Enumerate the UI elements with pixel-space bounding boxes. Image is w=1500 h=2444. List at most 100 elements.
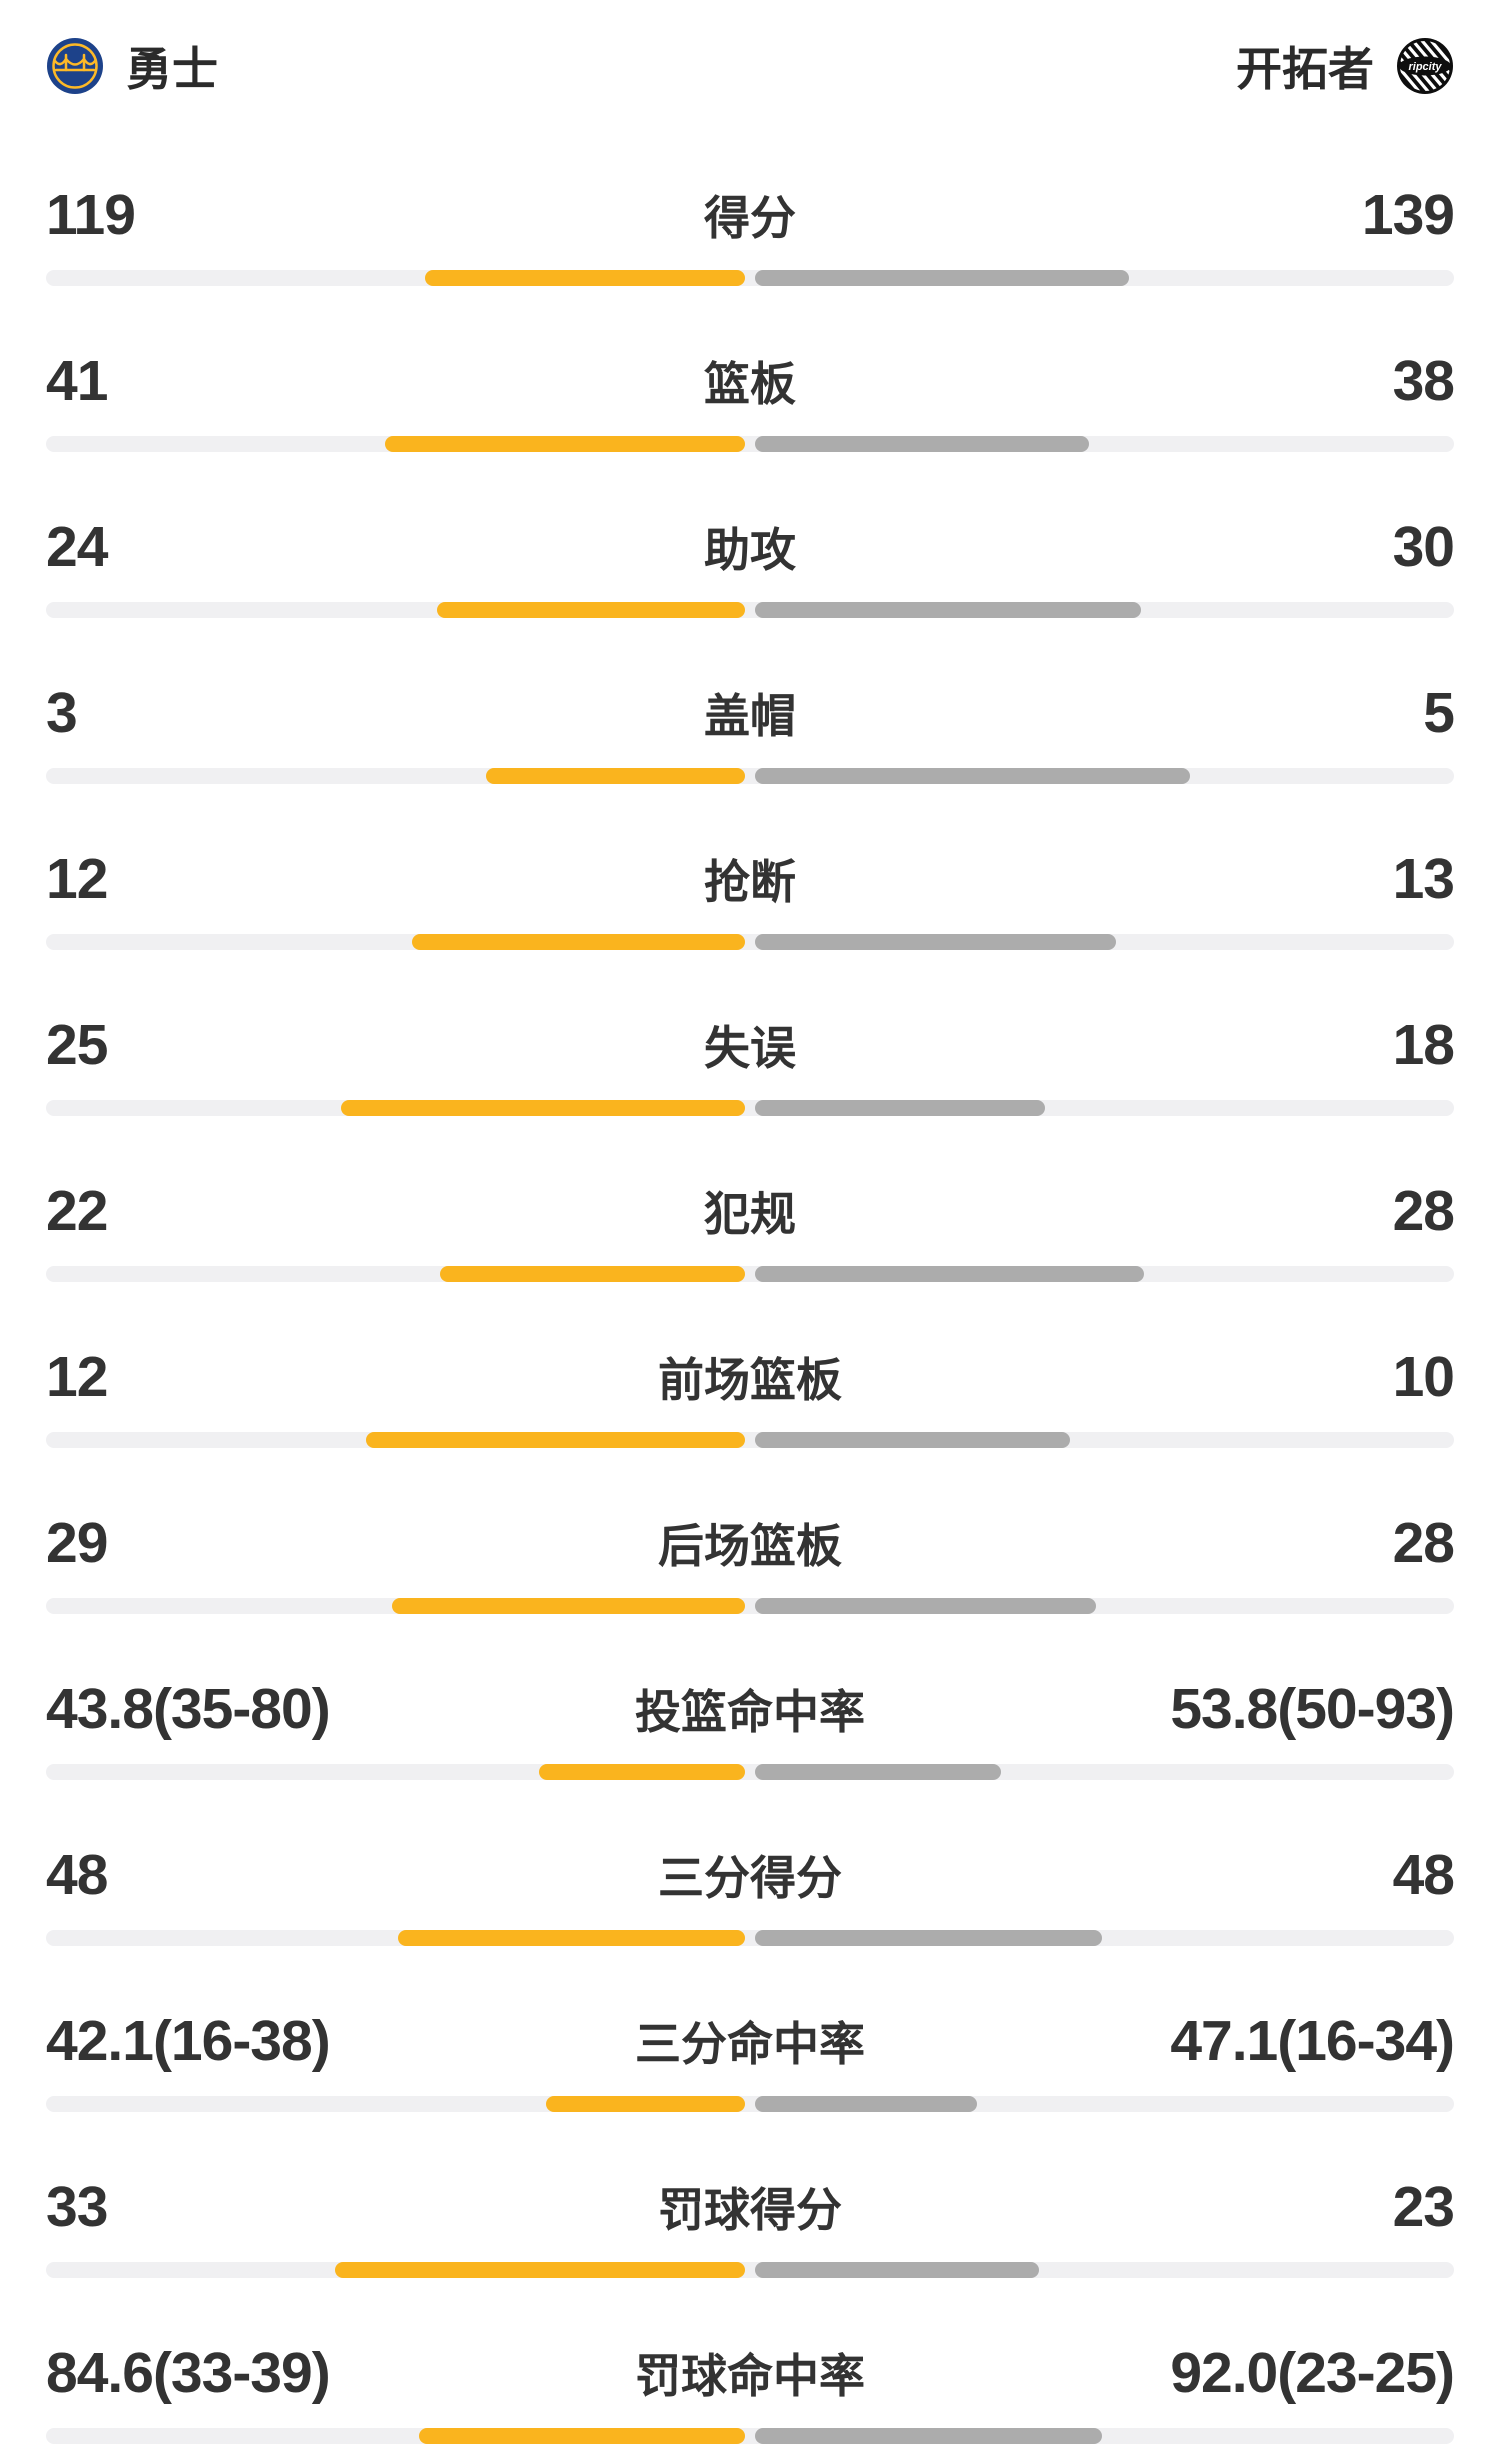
team-home[interactable]: 勇士: [46, 33, 218, 99]
stat-label: 投篮命中率: [635, 1686, 865, 1738]
stat-row: 43.8(35-80) 投篮命中率 53.8(50-93): [46, 1676, 1455, 1780]
home-bar-fill: [398, 1930, 745, 1946]
stat-values-line: 12 前场篮板 10: [46, 1344, 1455, 1410]
home-value: 84.6(33-39): [46, 2340, 331, 2405]
away-bar-fill: [755, 1764, 1001, 1780]
stat-bar: [46, 436, 1454, 452]
stat-bar: [46, 2428, 1454, 2444]
stat-bar: [46, 768, 1454, 784]
stats-list: 119 得分 139 41 篮板 38 24 助攻 30: [46, 182, 1455, 2444]
stat-label: 抢断: [704, 856, 796, 908]
stat-bar: [46, 2262, 1454, 2278]
away-value: 53.8(50-93): [1170, 1676, 1455, 1741]
home-value: 33: [46, 2174, 108, 2239]
stat-row: 12 抢断 13: [46, 846, 1455, 950]
home-value: 25: [46, 1012, 108, 1077]
stat-row: 24 助攻 30: [46, 514, 1455, 618]
away-value: 13: [1392, 846, 1455, 911]
home-value: 43.8(35-80): [46, 1676, 331, 1741]
away-value: 28: [1392, 1178, 1455, 1243]
ripcity-logo-icon: ripcity: [1396, 37, 1454, 95]
stat-label: 助攻: [704, 524, 796, 576]
home-value: 29: [46, 1510, 108, 1575]
stat-bar: [46, 602, 1454, 618]
home-value: 22: [46, 1178, 108, 1243]
away-bar-fill: [755, 768, 1190, 784]
home-bar-fill: [335, 2262, 745, 2278]
team-away[interactable]: 开拓者: [1236, 33, 1454, 99]
stat-row: 3 盖帽 5: [46, 680, 1455, 784]
away-bar-fill: [755, 2096, 978, 2112]
away-value: 38: [1392, 348, 1455, 413]
home-value: 42.1(16-38): [46, 2008, 331, 2073]
stat-label: 盖帽: [704, 690, 796, 742]
warriors-logo-icon: [46, 37, 104, 95]
stat-values-line: 12 抢断 13: [46, 846, 1455, 912]
stat-values-line: 42.1(16-38) 三分命中率 47.1(16-34): [46, 2008, 1455, 2074]
stat-bar: [46, 1930, 1454, 1946]
away-bar-fill: [755, 2428, 1102, 2444]
away-bar-fill: [755, 2262, 1040, 2278]
away-bar-fill: [755, 1100, 1045, 1116]
stat-row: 119 得分 139: [46, 182, 1455, 286]
stat-values-line: 84.6(33-39) 罚球命中率 92.0(23-25): [46, 2340, 1455, 2406]
home-bar-fill: [486, 768, 745, 784]
stat-row: 25 失误 18: [46, 1012, 1455, 1116]
stat-values-line: 41 篮板 38: [46, 348, 1455, 414]
stat-row: 12 前场篮板 10: [46, 1344, 1455, 1448]
stat-values-line: 119 得分 139: [46, 182, 1455, 248]
stat-values-line: 48 三分得分 48: [46, 1842, 1455, 1908]
stat-row: 29 后场篮板 28: [46, 1510, 1455, 1614]
home-value: 3: [46, 680, 78, 745]
away-bar-fill: [755, 1432, 1071, 1448]
stat-label: 罚球得分: [658, 2184, 842, 2236]
away-value: 139: [1361, 182, 1455, 247]
stat-bar: [46, 2096, 1454, 2112]
stat-row: 33 罚球得分 23: [46, 2174, 1455, 2278]
team-away-name: 开拓者: [1236, 43, 1374, 95]
home-bar-fill: [391, 1598, 745, 1614]
home-bar-fill: [384, 436, 745, 452]
stat-bar: [46, 1432, 1454, 1448]
home-value: 41: [46, 348, 108, 413]
stat-label: 后场篮板: [658, 1520, 842, 1572]
header: 勇士 开拓者: [46, 34, 1454, 98]
home-value: 12: [46, 846, 108, 911]
away-bar-fill: [755, 1266, 1145, 1282]
away-bar-fill: [755, 270, 1130, 286]
stat-values-line: 25 失误 18: [46, 1012, 1455, 1078]
stat-values-line: 22 犯规 28: [46, 1178, 1455, 1244]
home-bar-fill: [538, 1764, 745, 1780]
stat-row: 42.1(16-38) 三分命中率 47.1(16-34): [46, 2008, 1455, 2112]
stat-bar: [46, 934, 1454, 950]
away-value: 28: [1392, 1510, 1455, 1575]
stat-values-line: 3 盖帽 5: [46, 680, 1455, 746]
stat-row: 48 三分得分 48: [46, 1842, 1455, 1946]
stat-label: 篮板: [704, 358, 796, 410]
away-value: 48: [1392, 1842, 1455, 1907]
stat-label: 罚球命中率: [635, 2350, 865, 2402]
stat-row: 22 犯规 28: [46, 1178, 1455, 1282]
away-bar-fill: [755, 1598, 1096, 1614]
away-value: 30: [1392, 514, 1455, 579]
team-home-name: 勇士: [126, 43, 218, 95]
stat-label: 犯规: [704, 1188, 796, 1240]
home-bar-fill: [440, 1266, 745, 1282]
home-bar-fill: [412, 934, 745, 950]
stat-bar: [46, 1764, 1454, 1780]
stat-values-line: 24 助攻 30: [46, 514, 1455, 580]
away-value: 5: [1423, 680, 1455, 745]
away-bar-fill: [755, 602, 1142, 618]
stat-label: 前场篮板: [658, 1354, 842, 1406]
away-bar-fill: [755, 934, 1117, 950]
stat-bar: [46, 1100, 1454, 1116]
home-value: 12: [46, 1344, 108, 1409]
away-value: 23: [1392, 2174, 1455, 2239]
stat-values-line: 29 后场篮板 28: [46, 1510, 1455, 1576]
away-value: 18: [1392, 1012, 1455, 1077]
stat-values-line: 33 罚球得分 23: [46, 2174, 1455, 2240]
stat-row: 41 篮板 38: [46, 348, 1455, 452]
ripcity-logo-text: ripcity: [1408, 61, 1442, 73]
stat-row: 84.6(33-39) 罚球命中率 92.0(23-25): [46, 2340, 1455, 2444]
